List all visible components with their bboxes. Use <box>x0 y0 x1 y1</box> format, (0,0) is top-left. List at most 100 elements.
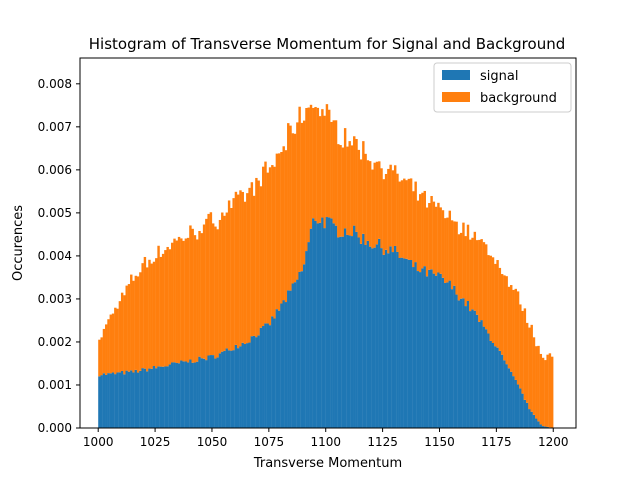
background-bar <box>189 225 192 360</box>
background-bar <box>130 274 133 371</box>
background-bar <box>462 222 465 299</box>
signal-bar <box>466 300 470 428</box>
background-bar <box>109 314 113 374</box>
background-bar <box>489 255 492 341</box>
signal-bar <box>161 366 165 428</box>
background-bar <box>120 292 124 371</box>
legend: signal background <box>433 62 572 113</box>
signal-bar <box>157 366 160 428</box>
background-bar <box>136 276 140 373</box>
background-bar <box>211 223 215 356</box>
background-bar <box>223 215 226 351</box>
signal-bar <box>234 344 238 428</box>
background-bar <box>469 239 472 312</box>
signal-bar <box>478 321 481 428</box>
signal-bar <box>357 237 361 428</box>
background-bar <box>127 284 131 372</box>
background-bar <box>134 275 138 370</box>
background-bar <box>353 136 356 226</box>
signal-bar <box>505 364 508 428</box>
signal-bar <box>175 362 178 428</box>
signal-bar <box>398 257 401 428</box>
signal-bar <box>373 247 376 428</box>
background-bar <box>325 104 329 218</box>
signal-bar <box>168 364 172 428</box>
signal-bar <box>384 249 388 428</box>
background-bar <box>537 345 540 422</box>
x-axis-ticks: 1000 1025 1050 1075 1100 1125 1150 1175 1200 <box>83 428 569 449</box>
background-bar <box>182 240 185 362</box>
background-bar <box>186 237 190 363</box>
signal-bar <box>284 302 288 428</box>
signal-bar <box>177 363 181 428</box>
legend-swatch-background <box>442 92 470 102</box>
signal-bar <box>487 333 490 428</box>
signal-bar <box>232 350 235 428</box>
background-bar <box>364 153 367 246</box>
background-bar <box>437 202 440 273</box>
background-bar <box>323 115 326 229</box>
background-bar <box>239 190 242 347</box>
background-bar <box>466 224 470 301</box>
signal-bar <box>102 373 106 428</box>
signal-bar <box>268 325 272 428</box>
y-tick-label: 0.001 <box>38 378 72 392</box>
background-bar <box>334 120 338 226</box>
signal-bar <box>455 294 458 428</box>
signal-bar <box>539 424 543 428</box>
background-bar <box>498 267 502 351</box>
background-bar <box>339 145 342 237</box>
background-bar <box>523 308 527 400</box>
background-bar <box>384 173 388 250</box>
signal-bar <box>248 342 251 428</box>
signal-bar <box>198 356 201 428</box>
signal-bar <box>537 421 540 428</box>
signal-bar <box>302 264 306 428</box>
signal-bar <box>393 245 397 428</box>
signal-bar <box>189 359 192 428</box>
signal-bar <box>107 373 110 428</box>
background-bar <box>312 107 315 219</box>
signal-bar <box>364 245 367 428</box>
signal-bar <box>236 348 240 428</box>
background-bar <box>291 133 295 284</box>
signal-bar <box>421 268 424 428</box>
signal-bar <box>544 426 547 428</box>
signal-bar <box>519 388 522 428</box>
signal-bar <box>482 326 486 428</box>
background-bar <box>221 212 224 352</box>
signal-bar <box>298 271 301 428</box>
background-bar <box>193 235 197 363</box>
signal-bar <box>523 399 527 428</box>
signal-bar <box>166 366 169 428</box>
background-bar <box>282 146 285 301</box>
signal-bar <box>341 236 345 428</box>
signal-bar <box>223 350 226 428</box>
background-bar <box>246 193 249 344</box>
signal-bar <box>416 271 420 428</box>
signal-bar <box>453 285 456 428</box>
background-bar <box>298 106 301 272</box>
background-bar <box>280 152 283 304</box>
x-tick-label: 1000 <box>83 435 114 449</box>
signal-bar <box>316 223 320 428</box>
signal-bar <box>469 311 472 428</box>
signal-bar <box>535 418 538 428</box>
background-bar <box>359 159 363 244</box>
signal-bar <box>148 368 151 428</box>
background-bar <box>371 169 374 249</box>
signal-bar <box>293 282 297 428</box>
signal-bar <box>407 259 411 428</box>
signal-bar <box>496 347 499 428</box>
y-tick-label: 0.003 <box>38 292 72 306</box>
background-bar <box>262 166 265 327</box>
signal-bar <box>145 371 149 428</box>
background-bar <box>241 191 244 343</box>
background-bar <box>500 274 504 355</box>
signal-bar <box>489 340 492 428</box>
background-bar <box>430 196 433 270</box>
background-bar <box>332 120 335 224</box>
background-bar <box>484 244 488 330</box>
background-bar <box>396 173 399 252</box>
